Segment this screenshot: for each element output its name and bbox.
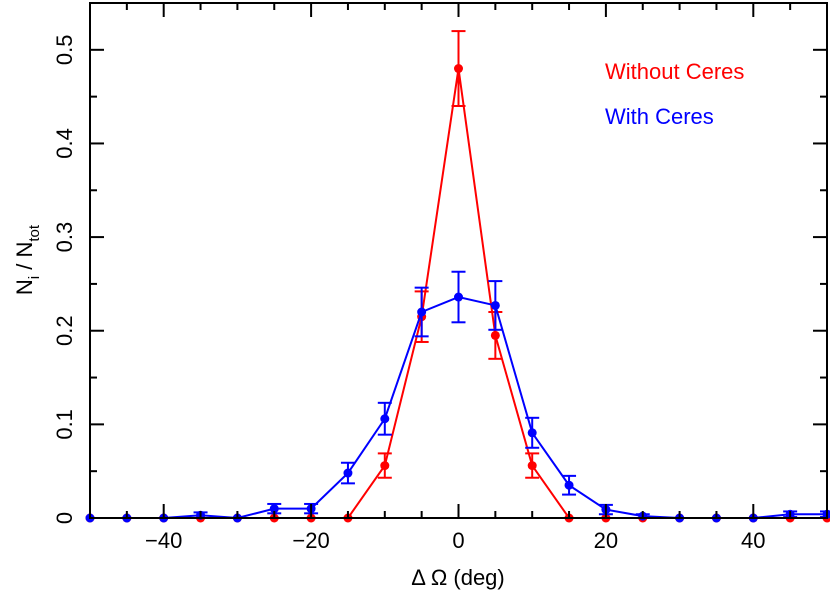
data-point — [269, 504, 279, 514]
y-tick-label: 0.3 — [52, 222, 77, 253]
series-line — [90, 295, 827, 520]
x-tick-label: −40 — [145, 528, 182, 553]
data-point — [417, 307, 427, 317]
series-layer — [85, 30, 830, 523]
data-point — [454, 292, 463, 302]
y-axis-label: Ni / Ntot — [12, 224, 43, 295]
series-1 — [85, 270, 830, 523]
y-axis-label-base2: N — [12, 242, 37, 258]
data-point — [527, 428, 537, 438]
y-axis-label-base: N — [12, 279, 37, 295]
x-tick-label: 20 — [594, 528, 618, 553]
y-axis-label-sub2: tot — [26, 224, 43, 242]
x-axis-label: Δ Ω (deg) — [411, 565, 505, 590]
data-point — [490, 300, 500, 310]
data-point — [380, 461, 390, 471]
legend-without-ceres: Without Ceres — [605, 59, 744, 84]
tick-layer: −40 −20 0 20 40 0 0.1 0.2 0.3 0.4 0.5 — [52, 2, 828, 553]
data-point — [490, 330, 500, 340]
y-axis-label-sep: / — [12, 258, 37, 276]
y-tick-label: 0 — [52, 512, 77, 524]
data-point — [564, 480, 574, 490]
legend-with-ceres: With Ceres — [605, 104, 714, 129]
data-point — [380, 414, 390, 424]
y-axis-label-sub: i — [26, 276, 43, 279]
y-tick-label: 0.1 — [52, 409, 77, 440]
data-point — [527, 461, 537, 471]
x-tick-label: −20 — [292, 528, 329, 553]
x-tick-label: 0 — [452, 528, 464, 553]
data-point — [343, 468, 353, 478]
data-point — [454, 64, 463, 74]
x-tick-label: 40 — [741, 528, 765, 553]
y-tick-label: 0.2 — [52, 315, 77, 346]
y-tick-label: 0.5 — [52, 35, 77, 66]
y-tick-label: 0.4 — [52, 128, 77, 159]
